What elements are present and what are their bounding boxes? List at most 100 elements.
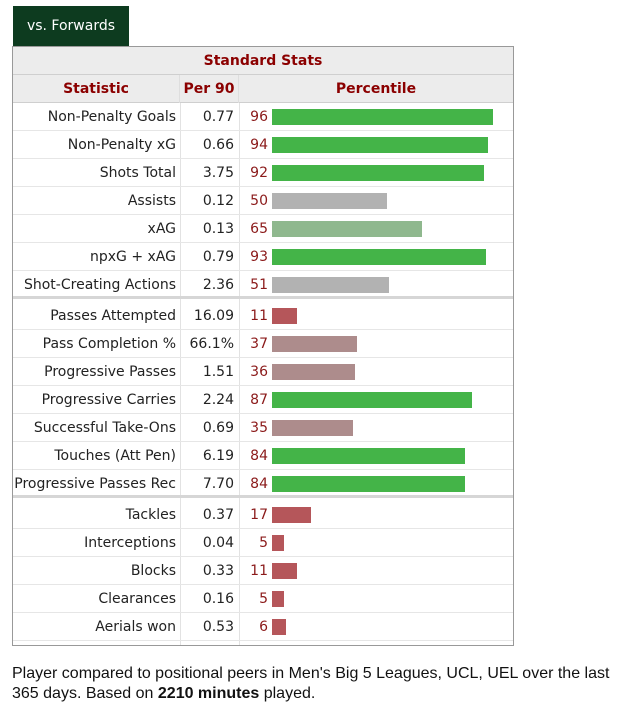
stat-label: Progressive Passes [44,364,176,380]
stat-label: Shots Total [99,165,176,181]
percentile-bar [272,109,493,125]
per90-value: 0.79 [202,249,234,265]
per90-value: 0.16 [202,591,234,607]
percentile-label: 50 [250,193,268,209]
footnote: Player compared to positional peers in M… [12,664,636,704]
stat-label: Blocks [130,563,176,579]
table-title: Standard Stats [13,47,513,75]
per90-value: 0.12 [202,193,234,209]
percentile-label: 87 [250,392,268,408]
per90-value: 0.13 [202,221,234,237]
percentile-bar [272,392,472,408]
percentile-bar [272,221,422,237]
scouting-report-table: Standard Stats Statistic Per 90 Percenti… [12,46,514,646]
stat-label: Successful Take-Ons [33,420,176,436]
percentile-bar [272,535,284,551]
percentile-bar [272,249,486,265]
stat-label: Assists [127,193,176,209]
percentile-bar [272,591,284,607]
footnote-text-end: played. [259,685,316,702]
per90-value: 0.66 [202,137,234,153]
table-row: Passes Attempted 16.09 11 [13,302,513,330]
stat-label: npxG + xAG [90,249,176,265]
table-row: Touches (Att Pen) 6.19 84 [13,442,513,470]
per90-value: 6.19 [202,448,234,464]
percentile-label: 17 [250,507,268,523]
percentile-bar [272,165,484,181]
table-row: Aerials won 0.53 6 [13,613,513,641]
table-row: Tackles 0.37 17 [13,501,513,529]
table-row: Assists 0.12 50 [13,187,513,215]
footnote-text: Player compared to positional peers in M… [12,665,610,702]
table-row: Pass Completion % 66.1% 37 [13,330,513,358]
table-row: Progressive Carries 2.24 87 [13,386,513,414]
per90-value: 3.75 [202,165,234,181]
table-row: Progressive Passes Rec 7.70 84 [13,470,513,498]
stat-label: Progressive Carries [41,392,176,408]
table-row: Successful Take-Ons 0.69 35 [13,414,513,442]
table-row: npxG + xAG 0.79 93 [13,243,513,271]
table-header: Statistic Per 90 Percentile [13,75,513,103]
percentile-label: 5 [259,591,268,607]
stat-label: Shot-Creating Actions [23,277,176,293]
percentile-label: 37 [250,336,268,352]
table-row: Non-Penalty xG 0.66 94 [13,131,513,159]
percentile-bar [272,277,389,293]
table-row: Clearances 0.16 5 [13,585,513,613]
stat-label: Touches (Att Pen) [54,448,176,464]
stat-label: Clearances [98,591,176,607]
tab-vs-forwards[interactable]: vs. Forwards [13,6,129,46]
percentile-label: 36 [250,364,268,380]
percentile-bar [272,420,353,436]
percentile-label: 84 [250,476,268,492]
table-row: Non-Penalty Goals 0.77 96 [13,103,513,131]
table-row: Shot-Creating Actions 2.36 51 [13,271,513,299]
percentile-label: 84 [250,448,268,464]
percentile-bar [272,364,355,380]
percentile-label: 11 [250,563,268,579]
percentile-bar [272,137,488,153]
stat-label: Non-Penalty xG [67,137,176,153]
per90-value: 66.1% [189,336,234,352]
percentile-label: 11 [250,308,268,324]
table-row: Blocks 0.33 11 [13,557,513,585]
percentile-bar [272,448,465,464]
per90-value: 0.04 [202,535,234,551]
percentile-bar [272,507,311,523]
stat-label: Interceptions [84,535,176,551]
percentile-label: 5 [259,535,268,551]
per90-value: 0.53 [202,619,234,635]
per90-value: 0.77 [202,109,234,125]
header-statistic[interactable]: Statistic [13,75,180,103]
per90-value: 0.69 [202,420,234,436]
stat-label: Passes Attempted [50,308,176,324]
column-divider [180,103,181,645]
percentile-label: 92 [250,165,268,181]
stat-label: Aerials won [95,619,176,635]
percentile-label: 94 [250,137,268,153]
table-row: Progressive Passes 1.51 36 [13,358,513,386]
footnote-minutes: 2210 minutes [157,685,260,702]
stat-label: Non-Penalty Goals [47,109,176,125]
percentile-label: 96 [250,109,268,125]
per90-value: 2.36 [202,277,234,293]
stat-label: xAG [147,221,176,237]
percentile-bar [272,336,357,352]
percentile-label: 65 [250,221,268,237]
stat-label: Tackles [125,507,176,523]
per90-value: 2.24 [202,392,234,408]
table-row: xAG 0.13 65 [13,215,513,243]
header-per90[interactable]: Per 90 [180,75,239,103]
column-divider [239,103,240,645]
percentile-label: 93 [250,249,268,265]
percentile-bar [272,308,297,324]
percentile-bar [272,563,297,579]
percentile-label: 35 [250,420,268,436]
per90-value: 0.33 [202,563,234,579]
per90-value: 16.09 [193,308,234,324]
per90-value: 7.70 [202,476,234,492]
percentile-label: 51 [250,277,268,293]
percentile-bar [272,476,465,492]
header-percentile[interactable]: Percentile [335,81,417,97]
percentile-bar [272,619,286,635]
